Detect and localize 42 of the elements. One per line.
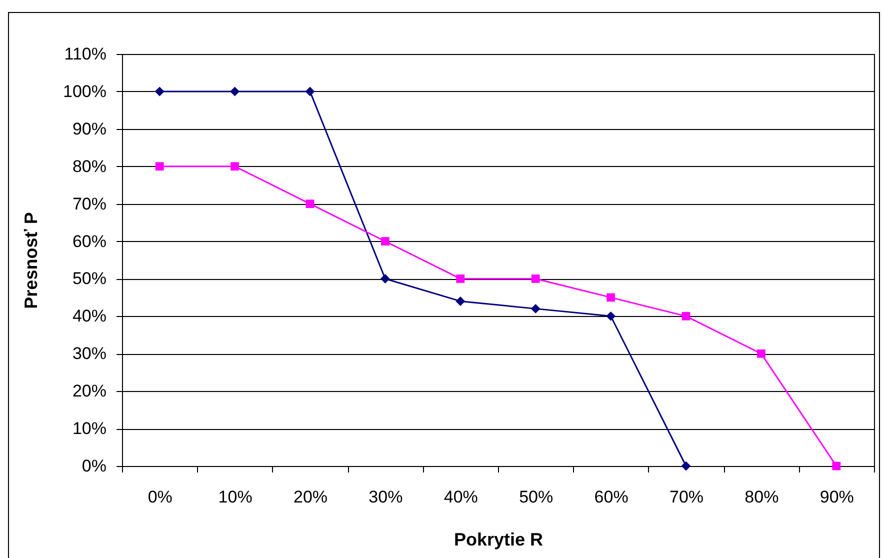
point <box>305 86 315 96</box>
point <box>681 461 691 471</box>
x-tick-label: 80% <box>744 488 779 506</box>
y-tick-label: 110% <box>64 44 106 64</box>
y-tick-label: 10% <box>72 419 106 438</box>
point <box>682 312 690 320</box>
x-tick-label: 30% <box>368 488 403 506</box>
point <box>230 86 240 96</box>
x-tick-label: 20% <box>293 488 328 506</box>
point <box>832 462 841 470</box>
y-tick-label: 60% <box>72 232 106 251</box>
point <box>530 304 540 314</box>
y-tick-label: 100% <box>63 82 106 101</box>
point <box>230 162 239 171</box>
x-tick-label: 40% <box>444 488 478 506</box>
point <box>381 237 390 246</box>
point <box>606 293 615 302</box>
point <box>380 274 390 284</box>
x-tick-label: 90% <box>820 488 854 506</box>
point <box>306 200 314 208</box>
y-tick-label: 40% <box>72 306 106 326</box>
x-tick-label: 50% <box>519 488 554 506</box>
y-tick-label: 80% <box>72 156 106 176</box>
x-axis-title: Pokrytie R <box>454 530 544 550</box>
y-tick-label: 0% <box>82 456 106 476</box>
point <box>757 349 766 358</box>
y-tick-label: 30% <box>72 344 106 364</box>
y-axis-title: Presnosť P <box>21 212 42 309</box>
point <box>456 274 465 283</box>
point <box>606 311 616 321</box>
x-tick-label: 60% <box>594 488 628 506</box>
x-tick-label: 0% <box>148 488 172 506</box>
point <box>154 86 164 96</box>
point <box>531 274 540 283</box>
y-tick-label: 20% <box>72 382 106 401</box>
y-tick-label: 50% <box>72 269 106 288</box>
point <box>155 162 164 171</box>
y-tick-label: 70% <box>72 194 106 214</box>
x-tick-label: 70% <box>669 488 704 506</box>
y-tick-label: 90% <box>72 119 106 138</box>
point <box>456 296 466 306</box>
x-tick-label: 10% <box>218 488 252 506</box>
